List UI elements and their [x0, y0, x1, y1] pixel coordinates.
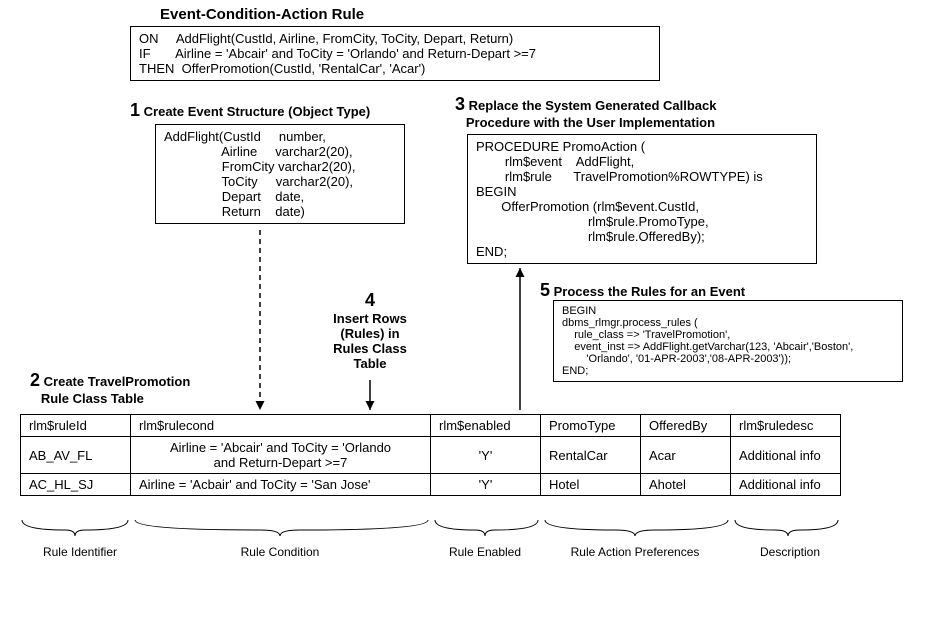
step2-title1: Create TravelPromotion — [44, 374, 191, 389]
step3-num: 3 — [455, 94, 465, 114]
td: Airline = 'Acbair' and ToCity = 'San Jos… — [131, 474, 431, 496]
td: Airline = 'Abcair' and ToCity = 'Orlando… — [131, 437, 431, 474]
td: Additional info — [731, 437, 841, 474]
eca-on: ON AddFlight(CustId, Airline, FromCity, … — [139, 31, 651, 46]
step3-heading: 3 Replace the System Generated Callback … — [455, 94, 716, 130]
th: PromoType — [541, 415, 641, 437]
step5-line: END; — [562, 365, 894, 377]
step3-line: rlm$rule.PromoType, — [476, 214, 808, 229]
step5-line: rule_class => 'TravelPromotion', — [562, 329, 894, 341]
brace-label: Rule Enabled — [430, 545, 540, 559]
brace-label: Rule Action Preferences — [540, 545, 730, 559]
step4-t4: Table — [354, 356, 387, 371]
step3-line: rlm$event AddFlight, — [476, 154, 808, 169]
step3-line: rlm$rule TravelPromotion%ROWTYPE) is — [476, 169, 808, 184]
step3-line: OfferPromotion (rlm$event.CustId, — [476, 199, 808, 214]
eca-rule-box: ON AddFlight(CustId, Airline, FromCity, … — [130, 26, 660, 81]
th: rlm$enabled — [431, 415, 541, 437]
step5-box: BEGIN dbms_rlmgr.process_rules ( rule_cl… — [553, 300, 903, 382]
table-row: AB_AV_FL Airline = 'Abcair' and ToCity =… — [21, 437, 841, 474]
rules-table: rlm$ruleId rlm$rulecond rlm$enabled Prom… — [20, 414, 841, 496]
td: Acar — [641, 437, 731, 474]
brace-label: Rule Condition — [180, 545, 380, 559]
td: Hotel — [541, 474, 641, 496]
step3-line: END; — [476, 244, 808, 259]
td: 'Y' — [431, 474, 541, 496]
step3-line: rlm$rule.OfferedBy); — [476, 229, 808, 244]
step1-line: AddFlight(CustId number, — [164, 129, 396, 144]
brace-label: Rule Identifier — [30, 545, 130, 559]
step4-num: 4 — [365, 290, 375, 310]
step1-line: Depart date, — [164, 189, 396, 204]
step3-box: PROCEDURE PromoAction ( rlm$event AddFli… — [467, 134, 817, 264]
brace-label: Description — [740, 545, 840, 559]
step1-line: ToCity varchar2(20), — [164, 174, 396, 189]
td: AB_AV_FL — [21, 437, 131, 474]
td: RentalCar — [541, 437, 641, 474]
step5-title: Process the Rules for an Event — [554, 284, 745, 299]
eca-if: IF Airline = 'Abcair' and ToCity = 'Orla… — [139, 46, 651, 61]
step5-heading: 5 Process the Rules for an Event — [540, 280, 745, 301]
step1-line: Return date) — [164, 204, 396, 219]
th: rlm$rulecond — [131, 415, 431, 437]
step2-num: 2 — [30, 370, 40, 390]
step3-title1: Replace the System Generated Callback — [469, 98, 717, 113]
step5-line: event_inst => AddFlight.getVarchar(123, … — [562, 341, 894, 353]
td: Ahotel — [641, 474, 731, 496]
page-title: Event-Condition-Action Rule — [160, 6, 364, 23]
step4-t2: (Rules) in — [340, 326, 399, 341]
step2-title2: Rule Class Table — [41, 391, 144, 406]
table-header-row: rlm$ruleId rlm$rulecond rlm$enabled Prom… — [21, 415, 841, 437]
step3-title2: Procedure with the User Implementation — [466, 115, 715, 130]
step1-line: Airline varchar2(20), — [164, 144, 396, 159]
step1-heading: 1 Create Event Structure (Object Type) — [130, 100, 370, 121]
step1-title: Create Event Structure (Object Type) — [144, 104, 371, 119]
th: rlm$ruleId — [21, 415, 131, 437]
step4-heading: 4 Insert Rows (Rules) in Rules Class Tab… — [310, 290, 430, 371]
eca-then: THEN OfferPromotion(CustId, 'RentalCar',… — [139, 61, 651, 76]
th: rlm$ruledesc — [731, 415, 841, 437]
td: AC_HL_SJ — [21, 474, 131, 496]
step5-line: 'Orlando', '01-APR-2003','08-APR-2003'))… — [562, 353, 894, 365]
step3-line: BEGIN — [476, 184, 808, 199]
step1-box: AddFlight(CustId number, Airline varchar… — [155, 124, 405, 224]
step1-line: FromCity varchar2(20), — [164, 159, 396, 174]
step2-heading: 2 Create TravelPromotion Rule Class Tabl… — [30, 370, 190, 406]
td: 'Y' — [431, 437, 541, 474]
td: Additional info — [731, 474, 841, 496]
th: OfferedBy — [641, 415, 731, 437]
step3-line: PROCEDURE PromoAction ( — [476, 139, 808, 154]
step4-t3: Rules Class — [333, 341, 407, 356]
step5-line: dbms_rlmgr.process_rules ( — [562, 317, 894, 329]
step4-t1: Insert Rows — [333, 311, 407, 326]
step5-line: BEGIN — [562, 305, 894, 317]
step1-num: 1 — [130, 100, 140, 120]
step5-num: 5 — [540, 280, 550, 300]
table-row: AC_HL_SJ Airline = 'Acbair' and ToCity =… — [21, 474, 841, 496]
